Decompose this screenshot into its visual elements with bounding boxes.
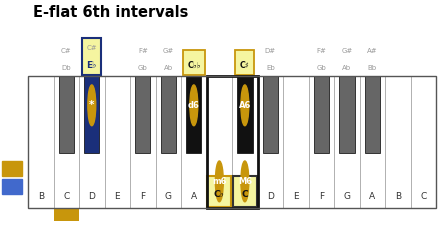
Circle shape [88, 85, 96, 126]
Text: G: G [343, 192, 350, 201]
Bar [54, 76, 79, 208]
Bar [334, 76, 359, 208]
Bar [54, 208, 79, 221]
Bar [411, 76, 436, 208]
Text: *: * [89, 100, 95, 110]
Text: E: E [293, 192, 299, 201]
Bar [207, 176, 231, 207]
Text: F#: F# [316, 48, 326, 54]
Bar [186, 76, 202, 153]
Text: Gb: Gb [138, 65, 148, 71]
Text: C#: C# [87, 45, 97, 51]
Text: B: B [38, 192, 44, 201]
Text: Ab: Ab [164, 65, 173, 71]
Text: Ab: Ab [342, 65, 352, 71]
Circle shape [190, 85, 198, 126]
Text: E♭: E♭ [87, 61, 97, 70]
Text: A: A [369, 192, 375, 201]
Bar [161, 76, 176, 153]
Text: D#: D# [265, 48, 276, 54]
Circle shape [241, 161, 249, 202]
Text: F#: F# [138, 48, 148, 54]
Bar [28, 76, 436, 208]
Text: A: A [191, 192, 197, 201]
Bar [365, 76, 380, 153]
Bar [359, 76, 385, 208]
Text: C: C [242, 190, 248, 199]
Text: D: D [267, 192, 274, 201]
Text: D: D [88, 192, 95, 201]
Bar [82, 38, 102, 75]
Bar [207, 76, 232, 208]
Bar [105, 76, 130, 208]
Text: C♭: C♭ [214, 190, 225, 199]
Bar [257, 76, 283, 208]
Text: Db: Db [62, 65, 71, 71]
Bar [232, 76, 257, 208]
Text: C#: C# [61, 48, 72, 54]
Bar [156, 76, 181, 208]
Bar [308, 76, 334, 208]
Bar [385, 76, 411, 208]
Bar [237, 76, 253, 153]
Text: G: G [165, 192, 172, 201]
Bar [28, 76, 54, 208]
Bar [3, 161, 22, 176]
Bar [135, 76, 150, 153]
Bar [263, 76, 278, 153]
Bar [314, 76, 329, 153]
Text: basicmusictheory.com: basicmusictheory.com [10, 67, 15, 126]
Text: M6: M6 [238, 177, 252, 186]
Text: E-flat 6th intervals: E-flat 6th intervals [33, 5, 188, 20]
Text: C♭♭: C♭♭ [187, 61, 201, 70]
Bar [235, 50, 254, 75]
Text: B: B [395, 192, 401, 201]
Text: A#: A# [367, 48, 378, 54]
Text: C: C [420, 192, 426, 201]
Circle shape [216, 161, 223, 202]
Text: Bb: Bb [368, 65, 377, 71]
Bar [59, 76, 74, 153]
Bar [233, 176, 257, 207]
Text: E: E [114, 192, 120, 201]
Bar [181, 76, 207, 208]
Text: F: F [319, 192, 324, 201]
Circle shape [241, 85, 249, 126]
Text: m6: m6 [212, 177, 227, 186]
Bar [130, 76, 156, 208]
Bar [84, 76, 99, 153]
Bar [3, 179, 22, 194]
Text: F: F [140, 192, 145, 201]
Text: G#: G# [163, 48, 174, 54]
Bar [207, 76, 257, 208]
Text: A6: A6 [238, 101, 251, 110]
Bar [283, 76, 308, 208]
Text: G#: G# [341, 48, 352, 54]
Bar [339, 76, 355, 153]
Text: C♯: C♯ [240, 61, 250, 70]
Text: C: C [63, 192, 70, 201]
Bar [79, 76, 105, 208]
Bar [183, 50, 205, 75]
Text: Gb: Gb [316, 65, 326, 71]
Text: d6: d6 [188, 101, 200, 110]
Text: Eb: Eb [266, 65, 275, 71]
